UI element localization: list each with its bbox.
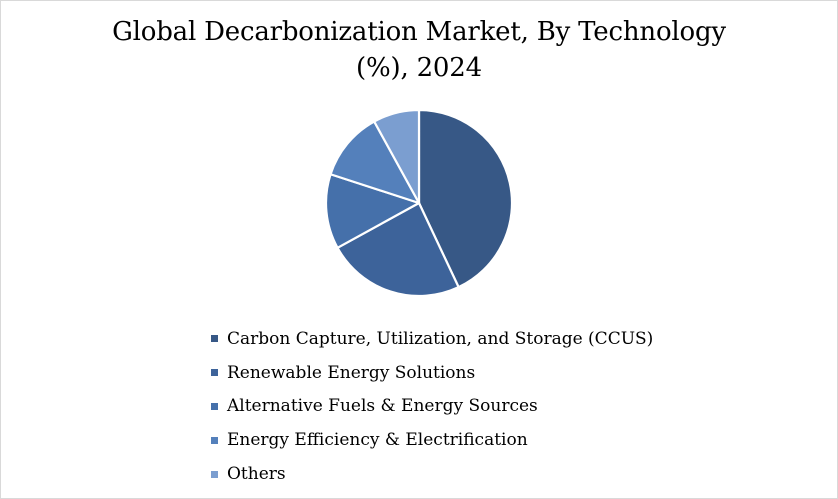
- chart-title-line-1: Global Decarbonization Market, By Techno…: [112, 17, 726, 47]
- legend-label: Energy Efficiency & Electrification: [227, 430, 528, 451]
- pie-slice-4: [373, 108, 421, 205]
- pie-slice-2: [324, 173, 421, 249]
- legend-label: Renewable Energy Solutions: [227, 362, 476, 383]
- legend-label: Alternative Fuels & Energy Sources: [227, 396, 538, 417]
- legend-swatch: [211, 470, 218, 478]
- legend-item: Carbon Capture, Utilization, and Storage…: [211, 322, 653, 356]
- legend-label: Others: [227, 464, 286, 485]
- legend-label: Carbon Capture, Utilization, and Storage…: [227, 328, 654, 349]
- legend-swatch: [211, 436, 218, 444]
- legend-swatch: [211, 402, 218, 410]
- legend-item: Others: [211, 457, 653, 491]
- pie-slice-1: [336, 201, 460, 298]
- legend-item: Energy Efficiency & Electrification: [211, 423, 653, 457]
- legend-swatch: [211, 335, 218, 343]
- legend-item: Alternative Fuels & Energy Sources: [211, 390, 653, 424]
- legend-item: Renewable Energy Solutions: [211, 356, 653, 390]
- chart-title: Global Decarbonization Market, By Techno…: [0, 14, 838, 86]
- legend-swatch: [211, 369, 218, 377]
- chart-title-line-2: (%), 2024: [356, 53, 482, 83]
- chart-legend: Carbon Capture, Utilization, and Storage…: [211, 322, 653, 491]
- pie-slice-0: [417, 108, 514, 289]
- pie-slice-3: [329, 120, 421, 205]
